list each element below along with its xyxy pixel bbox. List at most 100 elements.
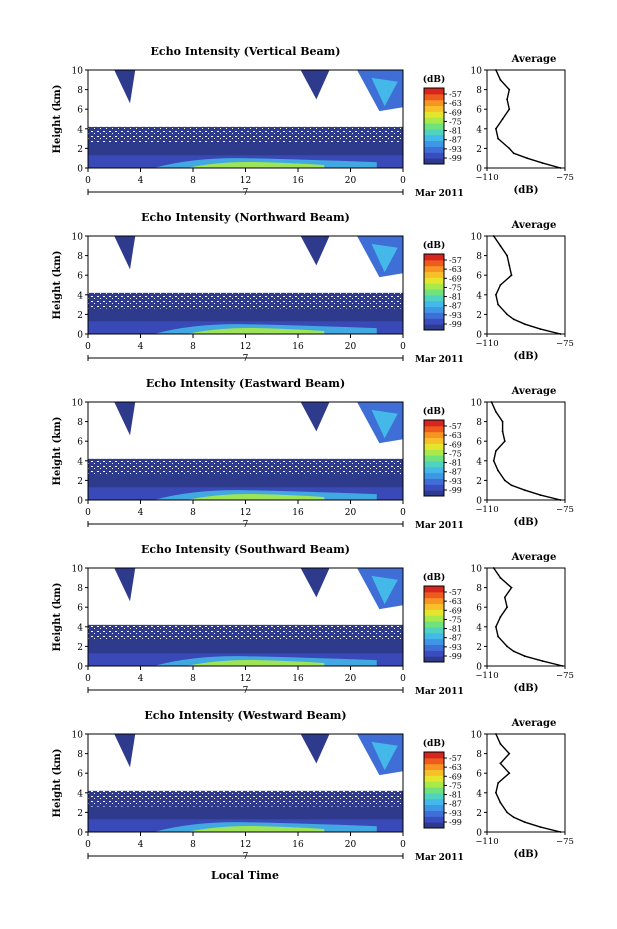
profile-y-tick-label: 2	[476, 477, 482, 487]
x-tick-label: 20	[345, 176, 357, 186]
profile-point	[497, 303, 500, 306]
profile-title: Average	[511, 718, 557, 729]
profile-point	[495, 450, 497, 452]
colorbar-tick-label: -69	[449, 108, 462, 117]
profile-y-tick-label: 2	[476, 311, 482, 321]
profile-point	[541, 660, 544, 662]
colorbar-tick-label: -57	[449, 256, 462, 265]
profile-title: Average	[511, 386, 557, 397]
echo-layer-mid	[88, 458, 403, 477]
profile-frame	[486, 235, 566, 335]
y-tick-label: 4	[77, 789, 83, 799]
date-label: Mar 2011	[415, 687, 464, 697]
profile-title: Average	[511, 552, 557, 563]
x-tick-label: 0	[400, 508, 406, 518]
colorbar-swatch	[424, 99, 444, 107]
profile-point	[492, 459, 495, 462]
colorbar-swatch	[424, 425, 444, 433]
colorbar-frame	[423, 253, 445, 331]
profile-y-tick-label: 4	[476, 457, 482, 467]
colorbar-tick-label: -87	[449, 800, 462, 809]
profile-x-tick-label: −110	[475, 505, 498, 515]
profile-y-tick-label: 2	[476, 643, 482, 653]
profile-point	[506, 313, 508, 316]
profile-point	[559, 333, 562, 335]
profile-y-tick-label: 4	[476, 125, 482, 135]
profile-y-tick-label: 0	[476, 497, 482, 507]
echo-peak-band	[186, 659, 325, 666]
day-marker: 7	[243, 520, 249, 530]
profile-point	[499, 801, 502, 804]
profile-y-tick-label: 2	[476, 809, 482, 819]
profile-y-tick-label: 10	[471, 731, 483, 741]
heatmap	[88, 568, 403, 666]
x-tick-label: 4	[138, 342, 144, 352]
y-axis-label: Height (km)	[52, 749, 63, 818]
profile-y-tick-label: 8	[476, 252, 482, 262]
colorbar-swatch	[424, 644, 444, 651]
x-axis-label: Local Time	[211, 869, 279, 882]
colorbar-swatch	[424, 586, 444, 593]
y-tick-label: 6	[77, 272, 83, 282]
colorbar-unit: (dB)	[423, 572, 445, 583]
y-tick-label: 6	[77, 604, 83, 614]
colorbar-unit: (dB)	[423, 406, 445, 417]
y-tick-label: 6	[77, 770, 83, 780]
profile-x-label: (dB)	[514, 683, 539, 694]
colorbar-swatch	[424, 609, 444, 616]
colorbar-swatch	[424, 638, 444, 645]
colorbar-swatch	[424, 117, 444, 124]
colorbar-tick-label: -99	[449, 652, 462, 661]
y-tick-label: 0	[77, 497, 83, 507]
colorbar-swatch	[424, 656, 444, 663]
colorbar-swatch	[424, 810, 444, 817]
colorbar-tick-label: -93	[449, 145, 462, 154]
colorbar-tick-label: -87	[449, 634, 462, 643]
profile-point	[510, 484, 513, 487]
profile-y-tick-label: 10	[471, 67, 483, 77]
colorbar-tick-label: -81	[449, 127, 462, 136]
profile-point	[499, 742, 502, 745]
colorbar-tick-label: -69	[449, 440, 462, 449]
profile-x-tick-label: −75	[556, 837, 574, 847]
x-tick-label: 0	[400, 342, 406, 352]
colorbar-swatch	[424, 271, 444, 278]
profile-x-label: (dB)	[514, 517, 539, 528]
panel-title: Echo Intensity (Westward Beam)	[144, 709, 346, 722]
x-tick-label: 8	[190, 674, 196, 684]
profile-frame	[486, 733, 566, 833]
colorbar-swatch	[424, 752, 444, 759]
x-tick-label: 4	[138, 508, 144, 518]
colorbar-swatch	[424, 449, 444, 456]
y-tick-label: 4	[77, 623, 83, 633]
x-tick-label: 8	[190, 508, 196, 518]
panel-3: Echo Intensity (Southward Beam) 0 2 4 6 8 10 He…	[52, 543, 574, 697]
colorbar-tick-label: -75	[449, 449, 462, 458]
profile-x-tick-label: −110	[475, 173, 498, 183]
profile-y-tick-label: 6	[476, 604, 482, 614]
colorbar-tick-label: -87	[449, 468, 462, 477]
profile-point	[501, 420, 504, 423]
colorbar-tick-label: -75	[449, 283, 462, 292]
colorbar-tick-label: -69	[449, 606, 462, 615]
x-tick-label: 4	[138, 674, 144, 684]
echo-peak-band	[186, 327, 325, 334]
date-label: Mar 2011	[415, 355, 464, 365]
profile-point	[503, 596, 506, 599]
profile-point	[497, 137, 500, 140]
x-tick-label: 0	[85, 342, 91, 352]
colorbar-swatch	[424, 312, 444, 319]
echo-layer-mid	[88, 126, 403, 145]
profile-point	[526, 157, 529, 160]
colorbar-tick-label: -57	[449, 754, 462, 763]
y-tick-label: 2	[77, 643, 83, 653]
profile-point	[508, 752, 511, 755]
profile-point	[501, 430, 504, 433]
colorbar-tick-label: -93	[449, 311, 462, 320]
y-axis-label: Height (km)	[52, 251, 63, 320]
profile-point	[539, 826, 542, 828]
colorbar-swatch	[424, 283, 444, 290]
colorbar-swatch	[424, 769, 444, 776]
profile-point	[499, 576, 502, 579]
